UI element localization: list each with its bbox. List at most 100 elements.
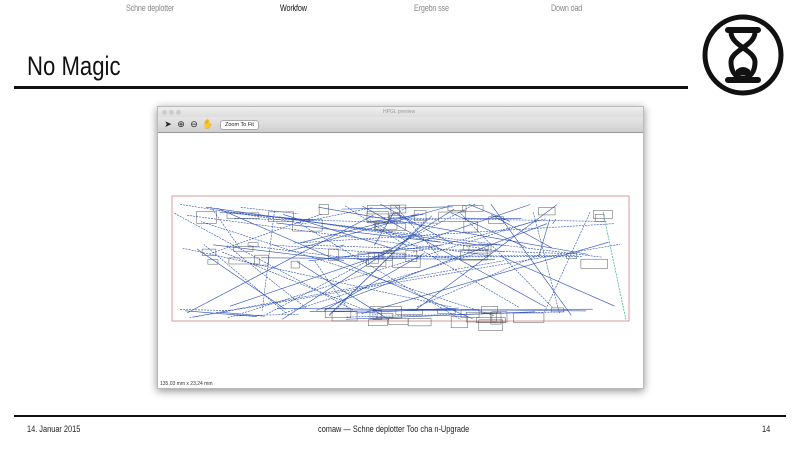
plot-bounds xyxy=(171,195,630,322)
cut-outline xyxy=(207,259,219,265)
travel-path xyxy=(373,212,395,246)
travel-path xyxy=(432,256,582,258)
nav-item-download[interactable]: Down oad xyxy=(551,3,583,13)
travel-path xyxy=(240,207,299,215)
travel-path xyxy=(355,307,459,314)
travel-path xyxy=(346,311,565,318)
travel-path xyxy=(417,254,541,308)
travel-path xyxy=(315,223,548,311)
cut-outline xyxy=(490,311,502,325)
travel-path xyxy=(271,244,470,260)
cut-outline xyxy=(318,204,329,215)
cut-outline xyxy=(366,211,389,224)
nav-item-workflow[interactable]: Workfow xyxy=(280,3,307,13)
travel-path xyxy=(226,245,307,308)
travel-path xyxy=(344,205,408,248)
zoom-out-icon[interactable]: ⊖ xyxy=(190,119,198,129)
travel-path xyxy=(490,214,553,249)
return-path xyxy=(602,211,627,321)
cut-outline xyxy=(476,317,506,324)
travel-path xyxy=(458,211,553,308)
cut-outline xyxy=(491,311,508,323)
travel-path xyxy=(203,244,286,313)
travel-path xyxy=(283,214,392,249)
travel-path xyxy=(336,244,345,248)
cut-outline xyxy=(550,307,564,313)
cut-outline xyxy=(328,248,339,261)
travel-path xyxy=(222,251,363,310)
travel-path xyxy=(341,206,453,210)
cut-outline xyxy=(369,306,402,319)
travel-path xyxy=(305,244,563,254)
travel-path xyxy=(293,223,614,244)
section-nav: Schne deplotter Workfow Ergebn sse Down … xyxy=(0,3,700,17)
travel-path xyxy=(173,212,354,311)
cut-outline xyxy=(580,258,608,269)
pointer-icon[interactable]: ➤ xyxy=(164,119,172,129)
page-number: 14 xyxy=(762,424,771,434)
cut-outline xyxy=(233,246,254,252)
travel-path xyxy=(200,221,494,316)
plot-canvas[interactable] xyxy=(158,134,643,379)
cut-outline xyxy=(372,310,382,320)
travel-path xyxy=(180,309,229,311)
travel-path xyxy=(185,310,258,317)
travel-path xyxy=(217,207,473,320)
travel-path xyxy=(182,247,452,308)
travel-path xyxy=(189,260,505,318)
cut-outline xyxy=(374,252,406,259)
cut-outline xyxy=(331,311,358,322)
travel-path xyxy=(532,255,535,258)
cut-outline xyxy=(407,318,432,327)
cut-outline xyxy=(593,210,613,219)
travel-path xyxy=(490,204,572,316)
travel-path xyxy=(196,248,286,310)
travel-path xyxy=(265,203,476,315)
travel-path xyxy=(261,257,495,260)
travel-path xyxy=(220,312,265,317)
travel-path xyxy=(249,245,368,261)
nav-item-ergebnisse[interactable]: Ergebn sse xyxy=(414,3,449,13)
zoom-to-fit-button[interactable]: Zoom To Fit xyxy=(220,119,259,130)
travel-path xyxy=(411,218,546,253)
travel-path xyxy=(309,308,593,312)
cut-outline xyxy=(368,319,388,326)
minimize-button[interactable] xyxy=(169,110,174,115)
cut-outline xyxy=(367,205,400,215)
travel-path xyxy=(217,210,602,258)
travel-path xyxy=(500,255,615,307)
cut-outline xyxy=(462,205,484,212)
cut-outline xyxy=(460,249,488,261)
cut-outline xyxy=(228,257,260,265)
travel-path xyxy=(362,206,546,308)
zoom-in-icon[interactable]: ⊕ xyxy=(177,119,185,129)
maximize-button[interactable] xyxy=(176,110,181,115)
travel-path xyxy=(334,255,575,258)
cut-outline xyxy=(392,255,421,268)
cut-outline xyxy=(538,207,556,216)
travel-path xyxy=(533,212,560,314)
travel-path xyxy=(299,213,420,244)
cut-outline xyxy=(374,223,406,231)
header-rule xyxy=(14,86,688,89)
travel-path xyxy=(544,211,591,313)
cut-outline xyxy=(438,211,466,222)
travel-path xyxy=(227,219,538,319)
window-title: HPGL preview xyxy=(383,109,416,115)
travel-path xyxy=(313,260,349,310)
travel-path xyxy=(297,222,461,320)
footer-rule xyxy=(14,415,786,417)
toolbar: ➤ ⊕ ⊖ ✋ Zoom To Fit xyxy=(158,117,643,133)
hpgl-preview-window: HPGL preview ➤ ⊕ ⊖ ✋ Zoom To Fit 135,03 … xyxy=(157,106,644,389)
window-titlebar: HPGL preview xyxy=(158,107,643,117)
travel-path xyxy=(323,253,425,311)
cut-outline xyxy=(594,214,605,222)
travel-path xyxy=(234,218,439,224)
cut-outline xyxy=(465,311,497,323)
travel-path xyxy=(538,218,551,258)
nav-item-schneideplotter[interactable]: Schne deplotter xyxy=(126,3,175,13)
close-button[interactable] xyxy=(162,110,167,115)
footer-title: comaw — Schne deplotter Too cha n-Upgrad… xyxy=(318,424,470,434)
hand-icon[interactable]: ✋ xyxy=(202,119,214,129)
travel-path xyxy=(552,218,557,225)
